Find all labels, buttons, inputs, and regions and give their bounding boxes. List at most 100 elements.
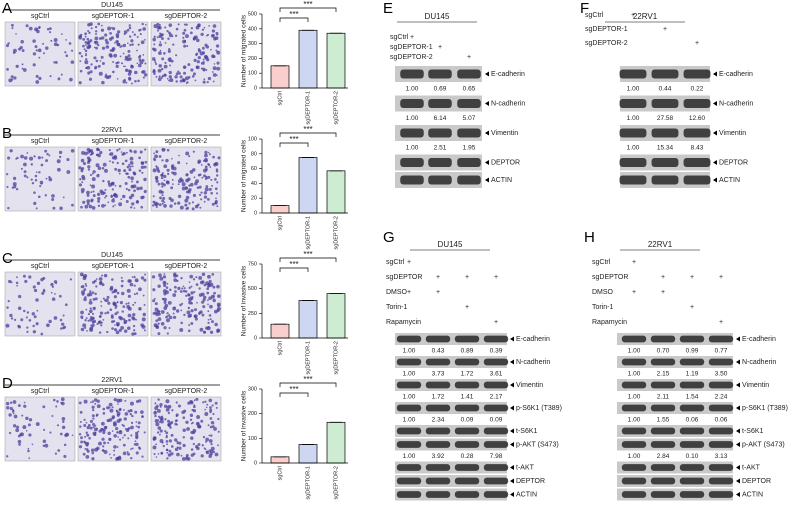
cell (154, 307, 159, 312)
cell (124, 159, 128, 163)
cell (192, 193, 197, 197)
cell (17, 306, 22, 311)
cell (25, 416, 29, 421)
band (428, 99, 452, 108)
cell (158, 64, 163, 68)
cell (78, 51, 82, 55)
cell (154, 402, 157, 405)
cell (131, 184, 134, 187)
cell (109, 453, 111, 456)
cell (15, 428, 20, 433)
cell (189, 418, 193, 422)
band (396, 427, 422, 435)
cell (12, 400, 17, 404)
cell (88, 292, 93, 297)
band (425, 491, 451, 498)
cell (129, 43, 132, 47)
cell (139, 186, 143, 190)
cell (131, 414, 134, 418)
cell (131, 180, 134, 183)
cell (99, 315, 102, 318)
cell (66, 170, 71, 174)
cell (163, 64, 168, 69)
cell (155, 456, 158, 458)
band (454, 335, 480, 343)
quantification: 3.50 (715, 370, 728, 377)
cell (136, 62, 139, 65)
cell (13, 76, 17, 80)
cell (183, 409, 187, 413)
cell (197, 203, 200, 206)
band (621, 381, 647, 389)
cell (154, 61, 157, 64)
cell (199, 206, 202, 209)
cell (154, 418, 159, 423)
cell (50, 282, 54, 287)
cell (100, 28, 105, 32)
sig-label: *** (289, 260, 298, 269)
cell (118, 148, 121, 151)
cell (211, 273, 215, 276)
cell (198, 293, 203, 297)
cell (166, 312, 169, 315)
cell (155, 202, 159, 206)
cell (176, 423, 179, 426)
cell (111, 181, 115, 185)
cell (98, 320, 102, 324)
cell (92, 170, 96, 174)
cell (51, 285, 54, 288)
cell (17, 294, 22, 299)
cell (42, 439, 47, 444)
cell (138, 55, 141, 59)
cell (84, 44, 87, 47)
cell (116, 419, 121, 423)
cell (179, 205, 184, 210)
cell (163, 283, 167, 288)
cell (171, 164, 175, 168)
cell (117, 403, 119, 405)
band (683, 99, 711, 108)
cell (20, 318, 24, 322)
cell (168, 449, 172, 453)
band (621, 427, 647, 435)
cell (142, 27, 146, 31)
cell (91, 177, 96, 182)
condition-mark: + (436, 274, 440, 281)
cell (152, 204, 155, 207)
cell (116, 301, 119, 304)
cell (81, 181, 84, 184)
cell (189, 413, 194, 417)
cell (130, 434, 133, 437)
condition-label: sgDEPTOR (386, 274, 422, 281)
cell (134, 70, 138, 75)
cell (204, 187, 209, 192)
cell (80, 169, 84, 173)
condition-mark: + (661, 274, 665, 281)
cell (179, 79, 183, 83)
cell (86, 190, 90, 195)
cell (104, 74, 108, 79)
cell (160, 76, 163, 79)
label-arrow (736, 478, 740, 484)
cell (90, 63, 93, 66)
cell (49, 431, 52, 434)
band-label: Vimentin (491, 130, 518, 137)
cell (56, 167, 61, 172)
cell (195, 397, 199, 401)
cell (94, 402, 97, 405)
cell (214, 322, 218, 327)
y-tick-label: 750 (248, 261, 257, 267)
cell (158, 23, 161, 26)
label-arrow (485, 160, 489, 165)
bar (326, 170, 346, 214)
cell (215, 197, 217, 200)
cell (167, 301, 172, 305)
quantification: 3.13 (715, 453, 728, 460)
bar (298, 300, 318, 339)
condition-mark: + (438, 44, 442, 51)
cell (116, 413, 120, 417)
cell (83, 399, 88, 404)
cell (80, 158, 85, 163)
cell (163, 326, 167, 330)
cell (197, 422, 200, 425)
